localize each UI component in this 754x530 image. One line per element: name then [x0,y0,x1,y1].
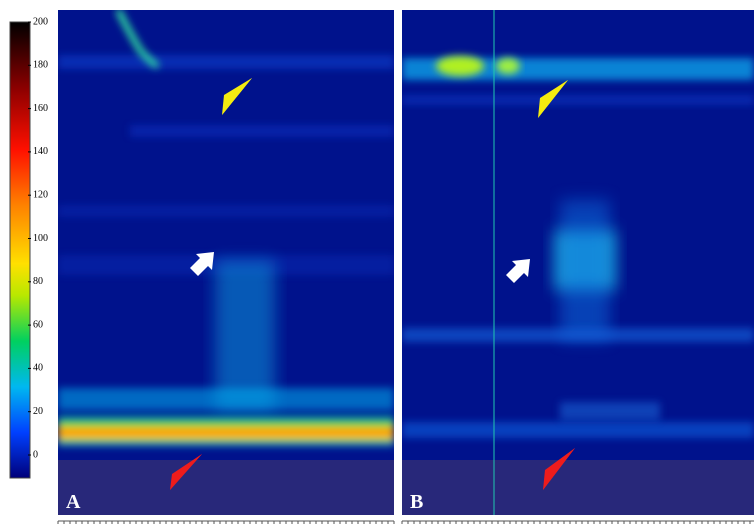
tick-label: 100 [33,233,48,244]
time-axis [57,520,754,524]
arrow-white [506,259,530,283]
tick-label: 120 [33,189,48,200]
tick-label: 0 [33,449,38,460]
panel-label: A [66,491,81,513]
tick-label: 60 [33,319,43,330]
tick-label: 20 [33,406,43,417]
panel-footer [58,460,394,515]
tick-label: 80 [33,276,43,287]
panel-a: A [58,10,394,515]
panel-footer [402,460,754,515]
tick-label: 160 [33,103,48,114]
colorbar-scale [9,21,31,479]
panel-label: B [410,491,423,513]
tick-label: 180 [33,60,48,71]
arrow-white [190,252,214,276]
colorbar: 0 20 40 60 80 100 120 140 160 180 200 [9,16,48,479]
tick-label: 140 [33,146,48,157]
tick-label: 40 [33,363,43,374]
tick-label: 200 [33,16,48,27]
panel-b: B [402,10,754,515]
